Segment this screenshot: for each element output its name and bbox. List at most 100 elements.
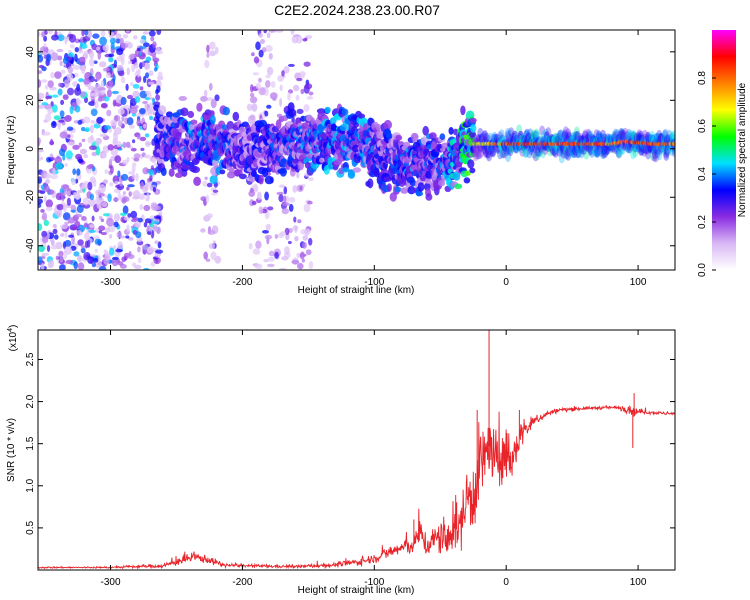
noise-cell xyxy=(281,70,285,77)
noise-cell xyxy=(45,95,53,100)
noise-cell xyxy=(144,133,150,138)
noise-cell xyxy=(89,57,95,67)
noise-cell xyxy=(93,258,99,263)
ridge-cell xyxy=(575,148,582,159)
ridge-cell xyxy=(524,130,530,140)
noise-cell xyxy=(272,97,277,101)
ridge-cell xyxy=(190,119,198,125)
noise-cell xyxy=(207,229,216,235)
colorbar-tick-label: 0.8 xyxy=(697,71,708,85)
noise-cell xyxy=(109,37,116,45)
noise-cell xyxy=(214,94,220,102)
noise-cell xyxy=(106,109,112,117)
ridge-cell xyxy=(452,171,461,181)
noise-cell xyxy=(93,178,97,188)
noise-cell xyxy=(66,190,71,196)
ridge-cell xyxy=(490,147,496,158)
noise-cell xyxy=(134,96,141,103)
noise-cell xyxy=(56,48,64,53)
ridge-cell xyxy=(415,191,424,197)
noise-cell xyxy=(77,49,84,54)
noise-cell xyxy=(277,75,284,82)
noise-cell xyxy=(106,217,114,227)
noise-cell xyxy=(103,255,110,265)
noise-cell xyxy=(122,196,130,202)
noise-cell xyxy=(96,74,100,82)
noise-cell xyxy=(152,186,156,193)
noise-cell xyxy=(206,182,213,188)
noise-cell xyxy=(59,110,65,118)
x-tick-label: -200 xyxy=(232,277,252,288)
noise-cell xyxy=(145,142,153,146)
noise-cell xyxy=(104,169,109,175)
noise-cell xyxy=(144,218,152,224)
noise-cell xyxy=(118,70,125,77)
noise-cell xyxy=(127,60,133,65)
noise-cell xyxy=(265,223,271,231)
noise-cell xyxy=(265,74,271,79)
noise-cell xyxy=(90,108,98,117)
ridge-cell xyxy=(498,129,505,140)
ridge-cell xyxy=(487,146,494,157)
ridge-cell xyxy=(196,102,203,112)
noise-cell xyxy=(76,168,81,176)
noise-cell xyxy=(80,43,88,49)
noise-cell xyxy=(142,267,150,270)
noise-cell xyxy=(38,79,42,88)
noise-cell xyxy=(141,61,146,68)
ridge-cell xyxy=(407,186,416,195)
ridge-cell xyxy=(229,167,235,175)
noise-cell xyxy=(254,263,263,269)
noise-cell xyxy=(248,242,253,250)
noise-cell xyxy=(268,30,274,33)
noise-cell xyxy=(125,235,130,239)
noise-cell xyxy=(151,221,160,225)
y-tick-label: 1.5 xyxy=(25,436,36,450)
noise-cell xyxy=(101,201,108,207)
noise-cell xyxy=(281,208,289,215)
noise-cell xyxy=(113,114,121,122)
noise-cell xyxy=(73,251,80,257)
noise-cell xyxy=(263,30,267,34)
noise-cell xyxy=(84,232,90,240)
noise-cell xyxy=(144,62,150,70)
noise-cell xyxy=(53,207,58,215)
ridge-cell xyxy=(570,147,577,158)
noise-cell xyxy=(79,148,87,155)
ridge-cell xyxy=(389,192,397,202)
noise-cell xyxy=(126,42,133,49)
ridge-cell xyxy=(219,169,226,175)
noise-cell xyxy=(140,147,145,152)
noise-cell xyxy=(38,203,42,208)
noise-cell xyxy=(126,67,131,76)
ridge-cell xyxy=(572,133,579,144)
noise-cell xyxy=(135,220,142,228)
noise-cell xyxy=(48,259,55,268)
noise-cell xyxy=(41,252,50,256)
ridge-cell xyxy=(485,145,492,156)
ridge-cell xyxy=(581,145,587,155)
noise-cell xyxy=(72,168,77,175)
noise-cell xyxy=(274,234,278,239)
noise-cell xyxy=(109,234,113,239)
noise-cell xyxy=(121,43,129,49)
ridge-cell xyxy=(558,153,565,164)
noise-cell xyxy=(209,50,217,57)
noise-cell xyxy=(89,50,94,59)
ridge-cell xyxy=(509,143,515,154)
noise-cell xyxy=(139,46,147,50)
noise-cell xyxy=(99,133,107,138)
noise-cell xyxy=(38,104,45,109)
noise-cell xyxy=(293,84,300,92)
ridge-cell xyxy=(478,133,485,144)
noise-cell xyxy=(89,193,95,201)
noise-cell xyxy=(133,157,140,162)
noise-cell xyxy=(119,212,127,216)
ridge-cell xyxy=(301,122,310,132)
ridge-cell xyxy=(358,113,366,119)
noise-cell xyxy=(150,36,155,42)
colorbar-tick-label: 0.6 xyxy=(697,119,708,133)
noise-cell xyxy=(200,228,206,233)
noise-cell xyxy=(98,266,107,270)
ridge-cell xyxy=(478,133,485,144)
